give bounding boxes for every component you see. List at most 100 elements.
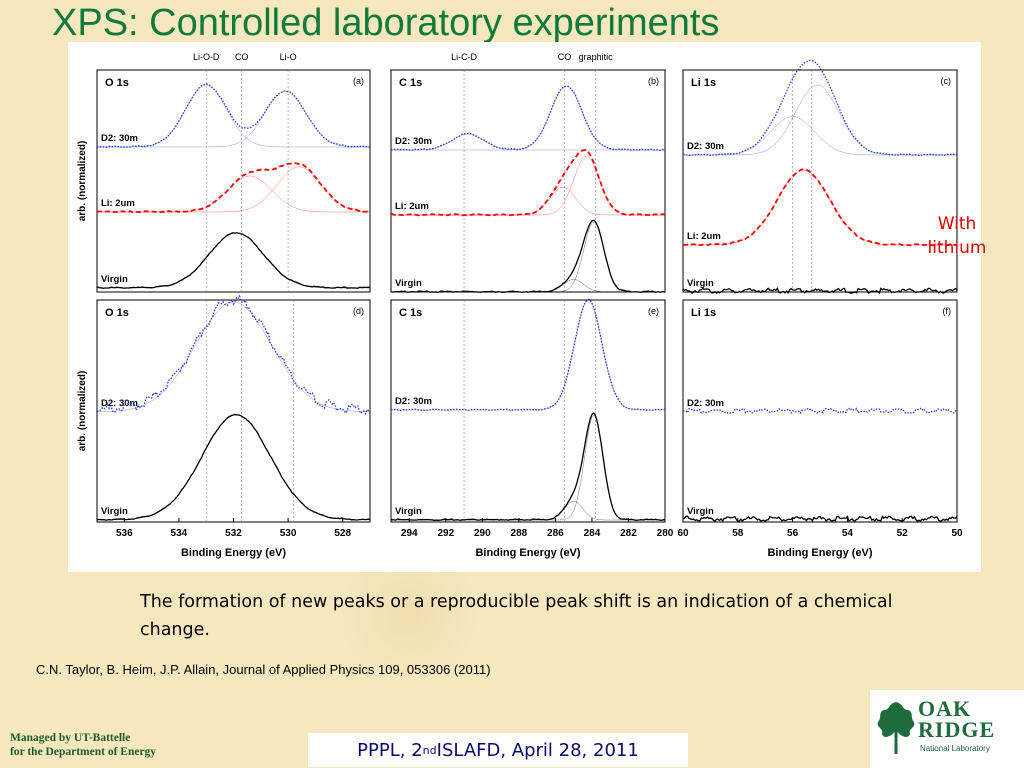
panel-label: (d): [353, 306, 364, 316]
logo-text-ridge: RIDGE: [918, 717, 996, 742]
panel-b: Li-C-D CO graphitic C 1s (b) D2: 30m Li: 2um Vi…: [390, 52, 666, 293]
series-label: Virgin: [395, 506, 422, 517]
x-tick-label: 286: [547, 528, 564, 539]
x-tick-label: 534: [171, 528, 188, 539]
series-label: Virgin: [687, 506, 714, 517]
series-line: [682, 407, 958, 415]
logo-text-national-lab: National Laboratory: [920, 744, 990, 753]
x-tick-label: 530: [280, 528, 297, 539]
core-level-label: Li 1s: [691, 307, 716, 319]
series-line: [97, 232, 371, 289]
logo-text-oak: OAK: [918, 696, 972, 721]
peak-component: [97, 90, 370, 148]
series-label: Virgin: [687, 278, 714, 289]
x-tick-label: 294: [401, 528, 418, 539]
series-label: Virgin: [101, 506, 128, 517]
x-tick-label: 528: [334, 528, 351, 539]
x-tick-label: 532: [225, 528, 242, 539]
core-level-label: O 1s: [105, 307, 129, 319]
panel-a: Li-O-D CO Li-O O 1s (a) D2: 30m Li: 2um Virgin a…: [77, 52, 371, 293]
x-tick-label: 56: [787, 528, 799, 539]
series-label: Virgin: [101, 274, 128, 285]
panel-label: (b): [648, 76, 659, 86]
x-tick-label: 284: [584, 528, 601, 539]
series-line: [390, 219, 666, 293]
panel-c: Li 1s (c) D2: 30m Li: 2um Virgin: [682, 59, 958, 295]
x-tick-label: 60: [677, 528, 689, 539]
managed-line-2: for the Department of Energy: [10, 746, 157, 758]
peak-component: [391, 156, 665, 216]
core-level-label: Li 1s: [691, 77, 716, 89]
series-line: [96, 83, 371, 149]
panel-f: Li 1s (f) D2: 30m Virgin 60 58 56 54 52 50 Binding…: [677, 299, 963, 559]
peak-component: [683, 84, 957, 156]
ornl-logo: OAK RIDGE National Laboratory: [870, 690, 1024, 768]
x-axis-label: Binding Energy (eV): [475, 547, 580, 559]
footer-text-post: ISLAFD, April 28, 2011: [436, 739, 639, 761]
series-label: D2: 30m: [687, 398, 724, 409]
series-label: Virgin: [395, 278, 422, 289]
peak-marker-label: graphitic: [579, 52, 614, 62]
series-line: [683, 168, 958, 247]
x-tick-label: 280: [657, 528, 674, 539]
x-tick-label: 58: [732, 528, 744, 539]
xps-chart-svg: Li-O-D CO Li-O O 1s (a) D2: 30m Li: 2um Virgin a…: [77, 52, 963, 559]
core-level-label: C 1s: [399, 307, 422, 319]
xps-figure: Li-O-D CO Li-O O 1s (a) D2: 30m Li: 2um Virgin a…: [68, 42, 981, 572]
series-label: D2: 30m: [687, 141, 724, 152]
x-tick-label: 536: [116, 528, 133, 539]
series-line: [96, 413, 371, 521]
series-line: [391, 148, 666, 217]
panel-label: (e): [648, 306, 659, 316]
panel-label: (a): [353, 76, 364, 86]
panel-frame: [390, 69, 666, 293]
series-label: D2: 30m: [101, 133, 138, 144]
series-label: D2: 30m: [101, 398, 138, 409]
panel-frame: [682, 299, 958, 523]
peak-marker-label: CO: [558, 52, 572, 62]
managed-by-text: Managed by UT-Battelle for the Departmen…: [10, 731, 156, 759]
peak-marker-label: Li-O-D: [193, 52, 220, 62]
peak-component: [391, 85, 665, 151]
managed-line-1: Managed by UT-Battelle: [10, 732, 131, 744]
series-line: [682, 515, 958, 523]
peak-marker-label: Li-C-D: [451, 52, 477, 62]
caption-text: The formation of new peaks or a reproduc…: [140, 592, 893, 640]
footer-text-sup: nd: [422, 743, 437, 757]
panel-label: (f): [943, 306, 952, 316]
series-label: Li: 2um: [395, 201, 429, 212]
series-line: [682, 286, 958, 295]
peak-marker-label: CO: [235, 52, 249, 62]
series-line: [96, 294, 371, 416]
x-tick-label: 282: [620, 528, 637, 539]
x-tick-label: 290: [474, 528, 491, 539]
core-level-label: O 1s: [105, 77, 129, 89]
oak-leaf-icon: [877, 702, 915, 754]
x-tick-label: 54: [842, 528, 854, 539]
peak-component: [97, 301, 370, 413]
panel-frame: [96, 299, 371, 523]
series-label: Li: 2um: [101, 198, 135, 209]
panel-d: O 1s (d) D2: 30m Virgin arb. (normalized) 536…: [77, 294, 371, 559]
x-tick-label: 52: [897, 528, 909, 539]
series-label: Li: 2um: [687, 231, 721, 242]
x-axis-label: Binding Energy (eV): [767, 547, 872, 559]
series-line: [390, 85, 666, 151]
panel-frame: [682, 69, 958, 293]
series-line: [390, 412, 666, 521]
series-line: [390, 298, 666, 411]
x-axis-label: Binding Energy (eV): [181, 547, 286, 559]
panel-frame: [96, 69, 371, 293]
x-tick-label: 50: [951, 528, 963, 539]
peak-marker-label: Li-O: [280, 52, 297, 62]
panel-e: C 1s (e) D2: 30m Virgin 294 292 290 288 286 284 28…: [390, 298, 674, 559]
x-tick-label: 292: [437, 528, 454, 539]
core-level-label: C 1s: [399, 77, 422, 89]
panel-label: (c): [941, 76, 952, 86]
x-tick-label: 288: [511, 528, 528, 539]
series-label: D2: 30m: [395, 396, 432, 407]
panel-frame: [390, 299, 666, 523]
y-axis-label: arb. (normalized): [77, 371, 88, 452]
series-line: [96, 162, 371, 214]
